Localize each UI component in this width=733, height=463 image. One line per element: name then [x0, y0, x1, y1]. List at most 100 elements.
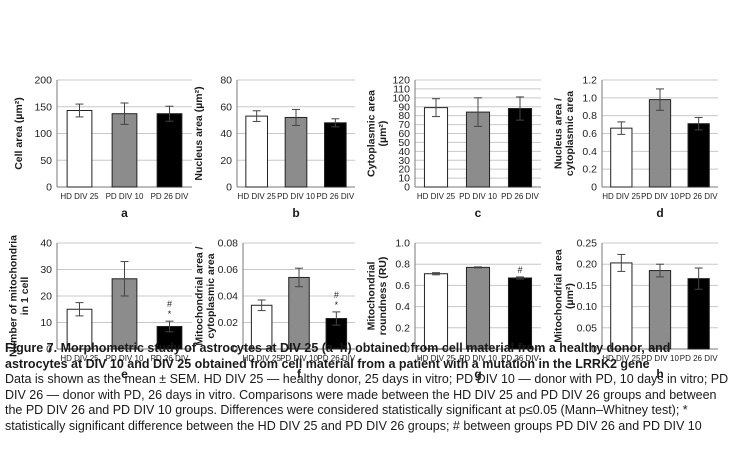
y-tick-label: 1.2	[582, 75, 597, 87]
x-tick-label: PD 26 DIV	[501, 192, 539, 201]
y-tick-label: 0.15	[577, 280, 598, 292]
x-tick-label: PD DIV 10	[277, 192, 315, 201]
x-tick-label: PD DIV 10	[641, 192, 679, 201]
chart-panel-h: 0 0.05 0.10 0.15 0.20 0.25 HD DIV 25 PD DIV 10 P…	[552, 238, 718, 382]
x-tick-label: PD DIV 10	[280, 354, 318, 363]
x-tick-label: PD 26 DIV	[501, 354, 539, 363]
x-tick-label: HD DIV 25	[60, 192, 99, 201]
y-tick-label: 0.8	[582, 110, 597, 122]
x-tick-label: HD DIV 25	[243, 354, 282, 363]
y-tick-label: 40	[398, 146, 410, 158]
y-tick-label: 40	[220, 128, 232, 140]
significance-mark: #	[334, 290, 339, 300]
y-tick-label: 0.05	[577, 322, 598, 334]
y-tick-label: 0.4	[582, 146, 597, 158]
y-tick-label: 40	[40, 238, 52, 250]
bar	[610, 127, 633, 188]
y-tick-label: 150	[34, 101, 52, 113]
y-tick-label: 30	[40, 264, 52, 276]
x-tick-label: PD DIV 10	[459, 192, 497, 201]
significance-mark: #	[517, 265, 522, 275]
x-tick-label: HD DIV 25	[60, 354, 99, 363]
y-tick-label: 0.06	[218, 264, 239, 276]
x-tick-label: PD DIV 10	[106, 192, 144, 201]
x-tick-label: PD 26 DIV	[680, 192, 718, 201]
y-tick-label: 0.6	[582, 128, 597, 140]
y-axis-title: (µm²)	[564, 283, 576, 309]
bar	[66, 109, 93, 188]
y-tick-label: 0	[46, 182, 52, 194]
y-tick-label: 50	[398, 137, 410, 149]
y-axis-title: cytoplasmic area	[205, 253, 217, 338]
bar	[423, 107, 449, 188]
y-axis-title: Mitochondrial area /	[193, 246, 205, 345]
y-tick-label: 60	[398, 128, 410, 140]
bar	[423, 273, 449, 350]
bar	[648, 270, 672, 350]
y-tick-label: 0.6	[395, 280, 410, 292]
y-tick-label: 200	[34, 75, 52, 87]
y-tick-label: 0.2	[582, 164, 597, 176]
y-tick-label: 0	[46, 344, 52, 356]
bar	[648, 99, 672, 188]
bar	[245, 115, 268, 188]
y-tick-label: 80	[220, 75, 232, 87]
y-tick-label: 0	[226, 182, 232, 194]
x-tick-label: PD 26 DIV	[317, 354, 355, 363]
panel-label: b	[292, 206, 299, 220]
chart-panel-a: 0 50 100 150 200 HD DIV 25 PD DIV 10 PD 26 DIV C…	[13, 75, 192, 220]
y-tick-label: 90	[398, 101, 410, 113]
y-axis-title: (µm²)	[377, 121, 389, 147]
y-tick-label: 60	[220, 101, 232, 113]
panel-label: h	[656, 367, 663, 381]
y-tick-label: 0	[591, 344, 597, 356]
y-axis-title: in 1 cell	[19, 277, 31, 316]
y-tick-label: 20	[40, 291, 52, 303]
y-tick-label: 0.4	[395, 301, 410, 313]
chart-panel-f: 0 0.02 0.04 0.06 0.08 HD DIV 25 PD DIV 10 #* PD …	[193, 238, 356, 382]
bar	[284, 116, 308, 188]
y-tick-label: 100	[392, 92, 410, 104]
chart-panel-b: 0 20 40 60 80 HD DIV 25 PD DIV 10 PD 26 DIV Nucl…	[193, 75, 355, 220]
x-tick-label: HD DIV 25	[417, 354, 456, 363]
bar	[324, 122, 347, 188]
y-tick-label: 0.04	[218, 291, 239, 303]
bar	[288, 276, 310, 350]
y-tick-label: 110	[393, 83, 410, 95]
x-tick-label: PD DIV 10	[459, 354, 497, 363]
y-tick-label: 0.02	[218, 317, 239, 329]
y-axis-title: Nucleus area /	[552, 98, 564, 169]
x-tick-label: PD DIV 10	[106, 354, 144, 363]
x-tick-label: PD DIV 10	[641, 354, 679, 363]
significance-mark: *	[168, 309, 172, 319]
x-tick-label: HD DIV 25	[238, 192, 277, 201]
panel-label: g	[474, 367, 481, 381]
bar	[687, 123, 710, 188]
chart-panel-d: 0 0.2 0.4 0.6 0.8 1.0 1.2 HD DIV 25 PD DIV 10 PD …	[552, 75, 718, 221]
y-tick-label: 70	[398, 119, 410, 131]
caption-body: Data is shown as the mean ± SEM. HD DIV …	[5, 372, 729, 433]
y-tick-label: 1.0	[582, 92, 597, 104]
y-tick-label: 0	[232, 344, 238, 356]
panel-label: e	[121, 367, 128, 381]
significance-mark: *	[335, 300, 339, 310]
bar	[465, 266, 491, 350]
y-axis-title: Mitochondrial	[365, 262, 377, 331]
y-tick-label: 30	[398, 155, 410, 167]
y-tick-label: 20	[398, 164, 410, 176]
x-tick-label: HD DIV 25	[602, 354, 641, 363]
y-axis-title: Nucleus area (µm²)	[193, 86, 205, 180]
x-tick-label: PD 26 DIV	[680, 354, 718, 363]
y-tick-label: 0.10	[577, 301, 598, 313]
y-tick-label: 10	[398, 173, 410, 185]
chart-panel-e: 0 10 20 30 40 HD DIV 25 PD DIV 10 #* PD 26 DIV Nu…	[7, 235, 192, 381]
y-tick-label: 120	[392, 75, 410, 87]
significance-mark: #	[167, 299, 172, 309]
y-tick-label: 0.2	[395, 322, 410, 334]
y-tick-label: 0.08	[218, 238, 239, 250]
y-tick-label: 80	[398, 110, 410, 122]
x-tick-label: HD DIV 25	[417, 192, 456, 201]
y-axis-title: Cell area (µm²)	[13, 97, 25, 170]
y-tick-label: 0	[404, 182, 410, 194]
